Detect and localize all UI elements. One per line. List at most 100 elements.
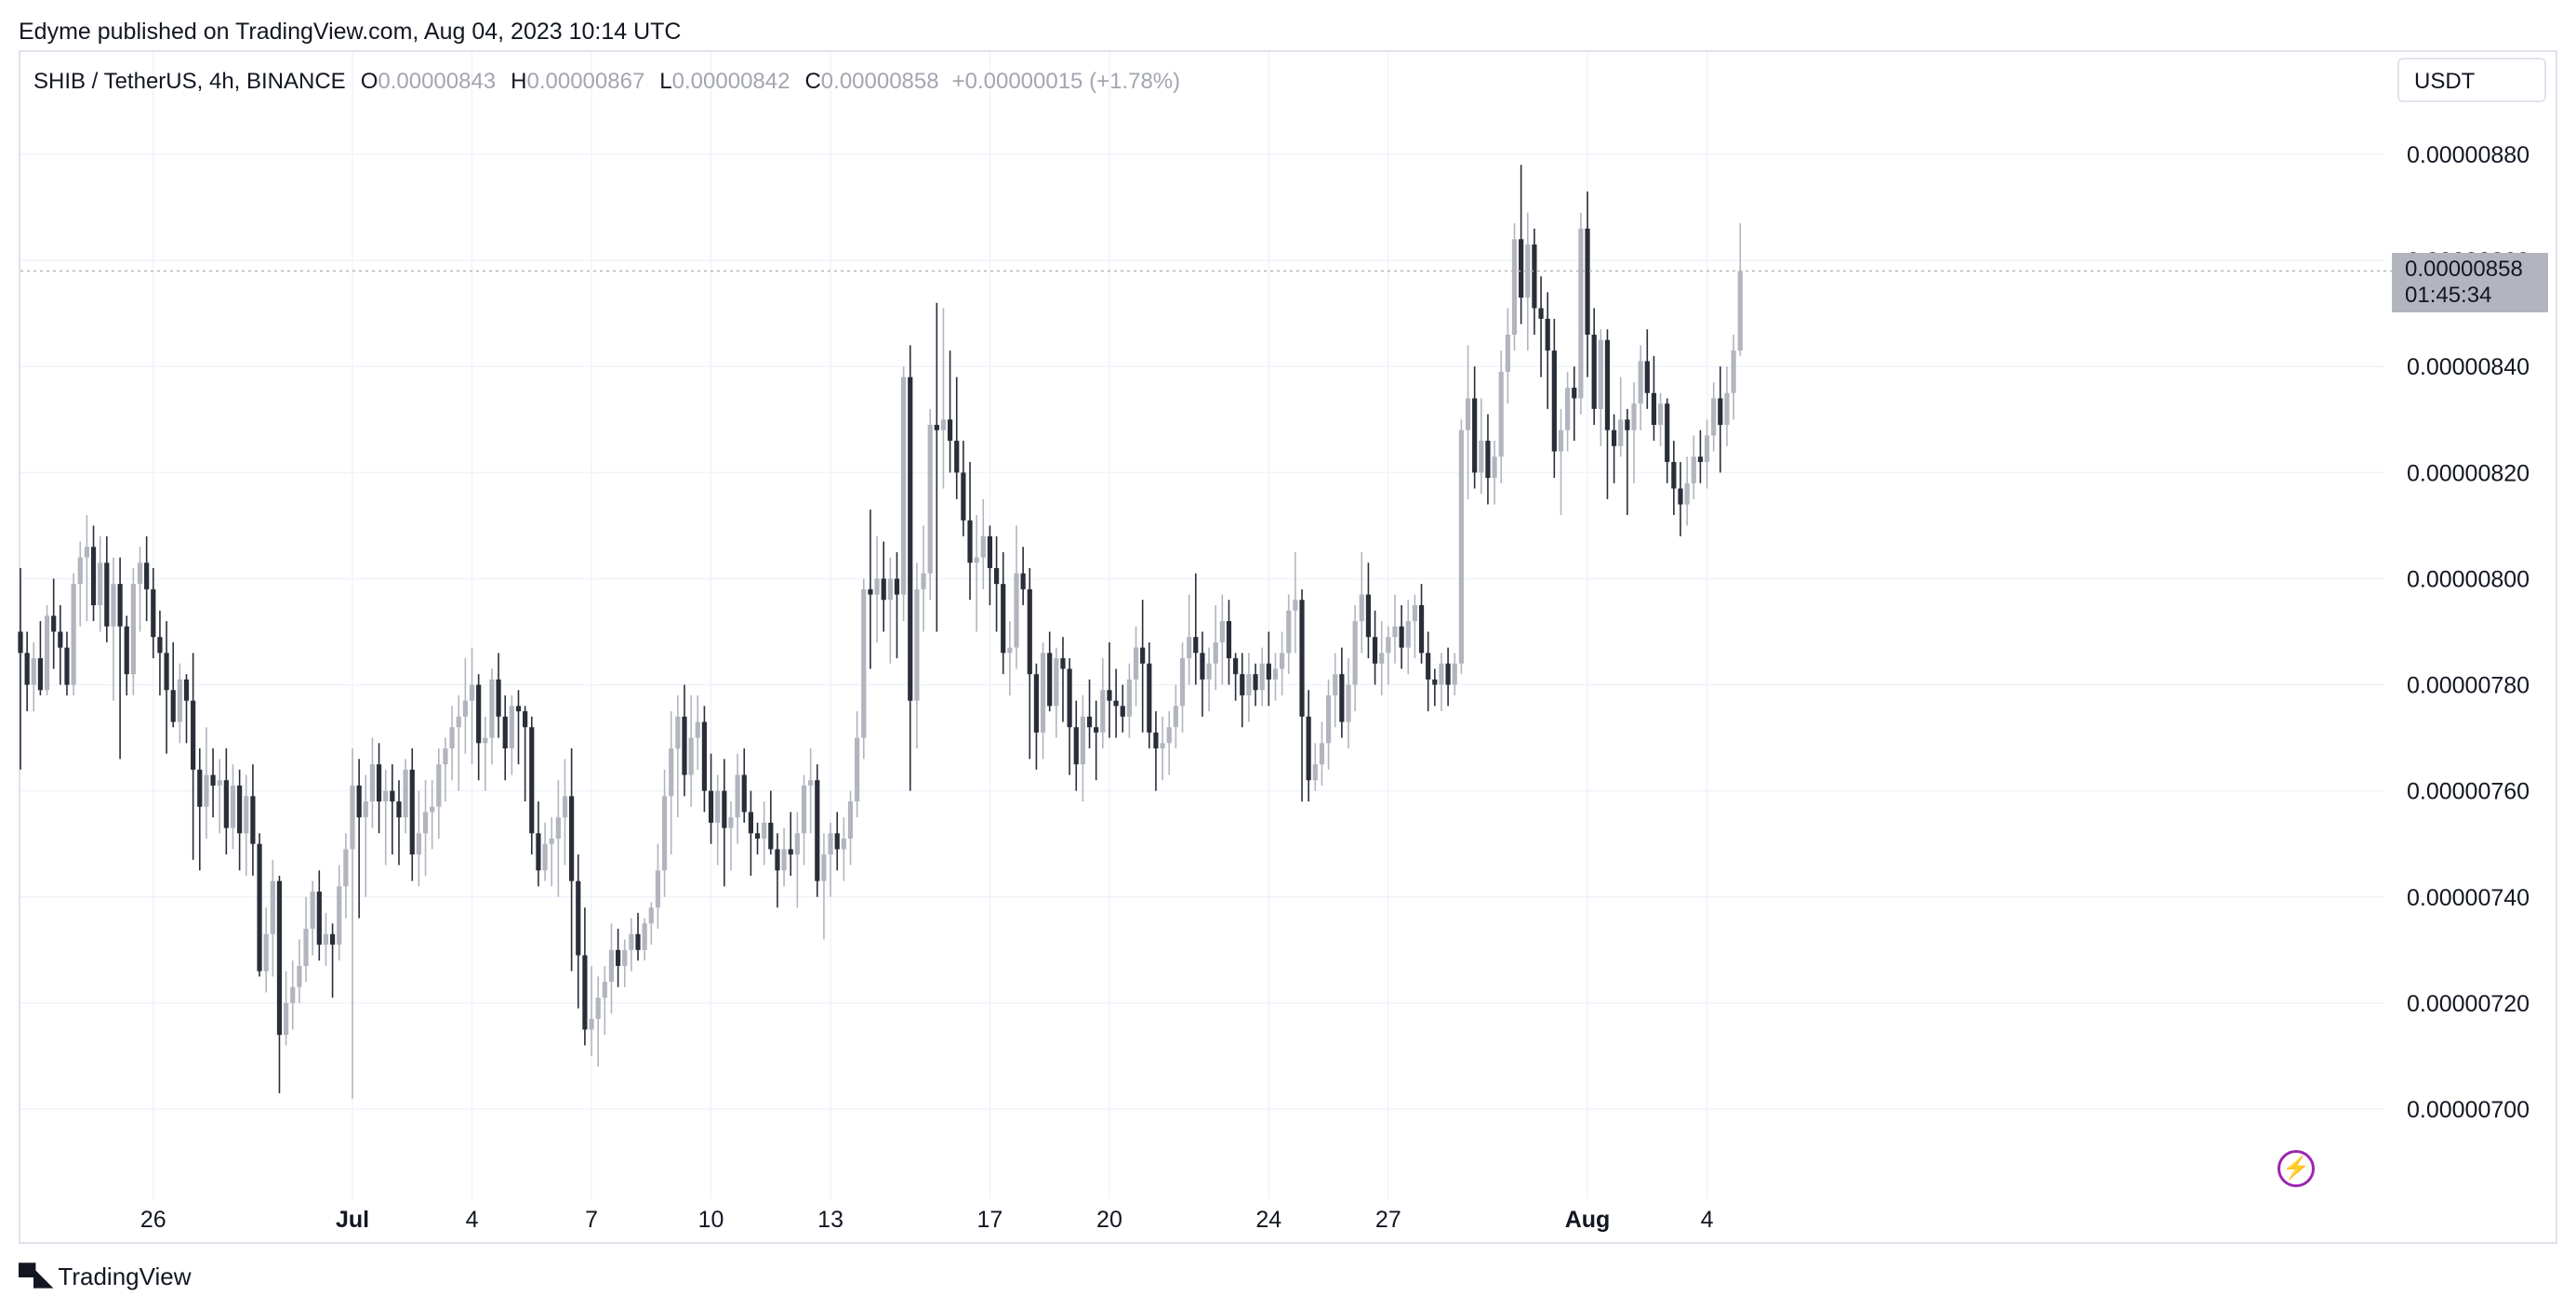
candle-body [1080, 716, 1085, 765]
candle [701, 706, 708, 813]
candle-body [237, 785, 243, 834]
candle-body [722, 790, 727, 828]
candle-body [582, 955, 588, 1030]
candle-body [1525, 244, 1531, 298]
candle-body [555, 817, 561, 840]
candle [1107, 641, 1112, 738]
candle-body [1572, 388, 1577, 399]
candle [18, 568, 23, 770]
candle-body [77, 557, 83, 585]
candle [1153, 711, 1159, 791]
candle-body [1432, 679, 1438, 685]
candle [754, 822, 761, 855]
candle [708, 753, 714, 844]
candle [1133, 626, 1139, 707]
time-tick-label: Jul [336, 1207, 369, 1233]
candle [469, 647, 475, 765]
candle [682, 684, 687, 797]
time-tick-label: 7 [585, 1207, 598, 1233]
candle [1731, 334, 1736, 420]
candle-body [343, 849, 349, 887]
candle [602, 965, 607, 1036]
candle [1073, 700, 1079, 791]
candle [297, 939, 302, 1003]
candle [562, 759, 568, 866]
candle [383, 769, 389, 866]
candle [369, 737, 376, 828]
candle [855, 711, 860, 818]
candle [815, 764, 820, 897]
candle-body [602, 982, 607, 998]
candle [874, 536, 880, 642]
candle [887, 557, 893, 664]
candle [974, 514, 979, 632]
candle [834, 812, 840, 871]
candle [270, 859, 275, 977]
candle-body [230, 785, 236, 828]
tradingview-brand[interactable]: ▀◣ TradingView [19, 1263, 192, 1291]
candle [1200, 631, 1205, 717]
candle-body [808, 780, 814, 786]
candle-body [1100, 690, 1106, 733]
candle-body [1346, 684, 1351, 722]
candle-body [1697, 456, 1704, 462]
candle-body [1386, 637, 1391, 654]
candle-body [529, 727, 535, 834]
candle-body [183, 679, 190, 701]
candle [1299, 588, 1305, 802]
candle [257, 833, 262, 977]
time-axis[interactable]: 26 Jul 4 7 10 13 17 20 24 27 Aug 4 [140, 1207, 1714, 1233]
candle [290, 960, 296, 1030]
candle [1325, 679, 1332, 770]
price-axis[interactable]: 0.00000700 0.00000720 0.00000740 0.00000760… [2407, 142, 2530, 1123]
candle [1538, 276, 1544, 377]
candle [483, 716, 488, 791]
candle-body [1532, 244, 1537, 309]
candle [1213, 604, 1218, 691]
candle [821, 833, 827, 940]
candle [1365, 562, 1372, 659]
candle-body [124, 626, 129, 675]
candle-body [1711, 398, 1717, 436]
candle-body [794, 833, 800, 855]
candle [390, 764, 395, 855]
candle-body [1200, 653, 1205, 680]
candle [1001, 551, 1006, 675]
candle-body [549, 839, 554, 844]
candle [422, 780, 429, 876]
grid-lines [20, 52, 2384, 1199]
candle-body [1565, 388, 1571, 430]
candle-body [1379, 653, 1385, 664]
symbol-title[interactable]: SHIB / TetherUS, 4h, BINANCE [33, 69, 346, 94]
candle-body [44, 615, 50, 691]
close-value: 0.00000858 [820, 69, 939, 94]
candle-body [191, 700, 196, 770]
tradingview-logo-text: TradingView [58, 1263, 192, 1290]
candle-body [350, 785, 355, 850]
candle-body [821, 854, 827, 881]
open-value: 0.00000843 [378, 69, 497, 94]
candle-body [1240, 674, 1245, 695]
candle-body [383, 790, 389, 802]
candle [582, 907, 588, 1046]
candle [183, 674, 190, 744]
lightning-bolt-icon[interactable]: ⚡ [2277, 1150, 2315, 1187]
candle [529, 716, 535, 855]
candle-body [934, 424, 939, 430]
candle [1598, 329, 1603, 446]
candle-body [1206, 663, 1212, 680]
candle [1246, 653, 1252, 722]
candle [111, 557, 116, 701]
currency-button[interactable]: USDT [2397, 58, 2546, 102]
candle [868, 509, 873, 669]
candle [1465, 345, 1471, 499]
candle [927, 408, 933, 601]
symbol-legend[interactable]: SHIB / TetherUS, 4h, BINANCE O0.00000843 H… [33, 69, 1180, 95]
candle [1266, 631, 1271, 707]
candle-body [993, 568, 1000, 585]
tradingview-logo-icon: ▀◣ [19, 1263, 52, 1290]
candle [164, 621, 169, 754]
candle-body [741, 774, 747, 813]
candle [1631, 382, 1637, 483]
